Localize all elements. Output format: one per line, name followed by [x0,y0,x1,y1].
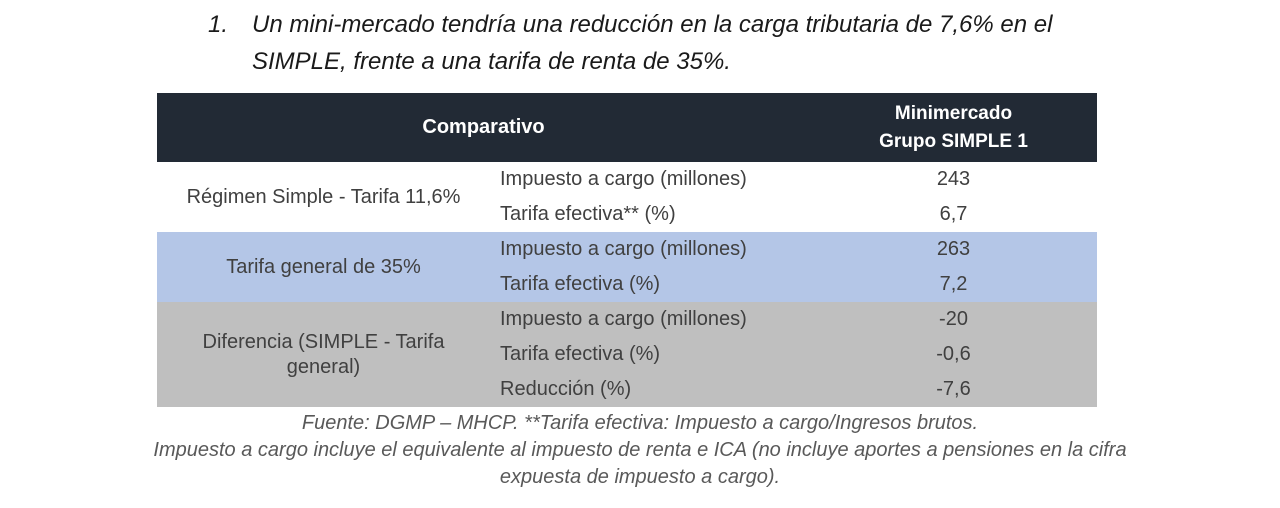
table-header-row: Comparativo Minimercado Grupo SIMPLE 1 [157,93,1097,162]
header-minimercado-cell: Minimercado Grupo SIMPLE 1 [810,93,1097,162]
metric-cell: Impuesto a cargo (millones) [500,168,747,190]
intro-text-line-2: SIMPLE, frente a una tarifa de renta de … [252,48,731,75]
row-group-label: Tarifa general de 35% [226,255,421,278]
value-cell: 7,2 [939,273,968,295]
footnote-note-line-2: expuesta de impuesto a cargo). [499,466,781,488]
metric-cell: Reducción (%) [500,378,632,400]
section-tarifa-general: Tarifa general de 35% Impuesto a cargo (… [157,232,1097,302]
metric-cell: Impuesto a cargo (millones) [500,238,747,260]
header-comparativo-cell: Comparativo [422,116,545,138]
value-cell: -20 [939,308,968,330]
intro-text-line-1: Un mini-mercado tendría una reducción en… [252,11,1053,38]
value-cell: 243 [936,168,971,190]
header-minimercado-line-1: Minimercado [894,102,1013,124]
metric-cell: Tarifa efectiva (%) [500,273,661,295]
list-item-number: 1. [208,11,229,38]
value-cell: 6,7 [939,203,968,225]
footnote-note-line-1: Impuesto a cargo incluye el equivalente … [153,439,1127,461]
header-minimercado-line-2: Grupo SIMPLE 1 [879,130,1028,152]
footnote-source-line: Fuente: DGMP – MHCP. **Tarifa efectiva: … [301,412,979,434]
row-group-label: Régimen Simple - Tarifa 11,6% [186,185,461,208]
metric-cell: Impuesto a cargo (millones) [500,308,747,330]
comparison-table: Comparativo Minimercado Grupo SIMPLE 1 R… [157,93,1097,407]
intro-list-item: 1. Un mini-mercado tendría una reducción… [208,6,1052,80]
value-cell: 263 [936,238,971,260]
footnotes: Fuente: DGMP – MHCP. **Tarifa efectiva: … [0,407,1280,491]
value-cell: -7,6 [936,378,971,400]
metric-cell: Tarifa efectiva (%) [500,343,661,365]
row-group-label: Diferencia (SIMPLE - Tarifa general) [202,330,445,378]
intro-text: Un mini-mercado tendría una reducción en… [252,6,1052,80]
section-diferencia: Diferencia (SIMPLE - Tarifa general) Imp… [157,302,1097,407]
value-cell: -0,6 [936,343,971,365]
section-regimen-simple: Régimen Simple - Tarifa 11,6% Impuesto a… [157,162,1097,232]
metric-cell: Tarifa efectiva** (%) [500,203,676,225]
